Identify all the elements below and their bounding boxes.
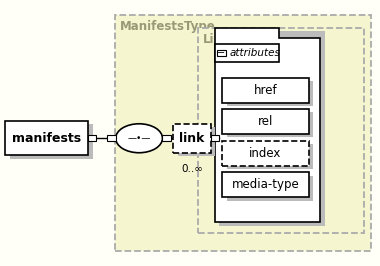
Bar	[173, 124, 211, 153]
Bar	[177, 127, 215, 156]
Bar	[226, 144, 314, 169]
Text: index: index	[249, 147, 282, 160]
Text: manifests: manifests	[12, 132, 81, 145]
Text: href: href	[253, 84, 277, 97]
Bar	[219, 31, 325, 226]
Bar	[5, 121, 88, 155]
Bar	[88, 135, 97, 141]
Bar	[222, 172, 309, 197]
Bar	[211, 135, 219, 141]
Text: LinkType: LinkType	[203, 33, 261, 46]
Text: attributes: attributes	[230, 48, 280, 58]
Text: −: −	[217, 48, 225, 58]
Bar	[10, 124, 93, 159]
Text: 0..∞: 0..∞	[181, 164, 203, 173]
Bar	[226, 81, 314, 106]
Bar	[114, 15, 371, 251]
Text: link: link	[179, 132, 204, 145]
Bar	[108, 135, 116, 141]
Bar	[217, 49, 226, 56]
Text: rel: rel	[258, 115, 273, 128]
Bar	[222, 109, 309, 134]
Bar	[198, 28, 364, 233]
Bar	[222, 141, 309, 166]
Bar	[163, 135, 171, 141]
Bar	[226, 113, 314, 138]
Text: ManifestsType: ManifestsType	[120, 20, 216, 33]
Bar	[215, 44, 279, 62]
Ellipse shape	[116, 124, 163, 153]
Polygon shape	[215, 28, 320, 222]
Text: media-type: media-type	[231, 178, 299, 192]
Bar	[226, 176, 314, 201]
Text: —•—: —•—	[127, 134, 151, 143]
Bar	[222, 78, 309, 103]
